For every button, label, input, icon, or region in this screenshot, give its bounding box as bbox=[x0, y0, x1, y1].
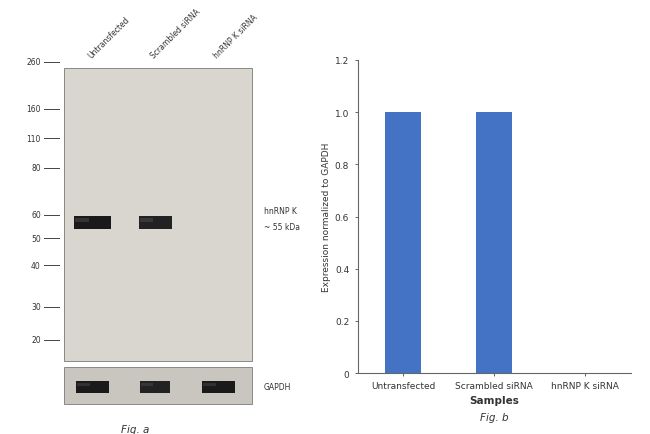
Text: 110: 110 bbox=[27, 135, 41, 143]
Text: 40: 40 bbox=[31, 261, 41, 270]
Bar bbox=[139, 217, 172, 229]
Bar bbox=[77, 383, 90, 386]
Text: GAPDH: GAPDH bbox=[264, 382, 291, 391]
X-axis label: Samples: Samples bbox=[469, 395, 519, 405]
Bar bbox=[141, 383, 153, 386]
Text: Untransfected: Untransfected bbox=[86, 16, 131, 61]
Bar bbox=[64, 69, 252, 362]
Bar bbox=[75, 218, 90, 222]
Text: 160: 160 bbox=[26, 105, 41, 114]
Bar bbox=[203, 383, 216, 386]
Text: Fig. b: Fig. b bbox=[480, 412, 508, 422]
Text: hnRNP K siRNA: hnRNP K siRNA bbox=[212, 13, 259, 61]
Bar bbox=[476, 113, 512, 373]
Bar bbox=[140, 218, 153, 222]
Text: 60: 60 bbox=[31, 210, 41, 220]
Text: 30: 30 bbox=[31, 302, 41, 311]
Y-axis label: Expression normalized to GAPDH: Expression normalized to GAPDH bbox=[322, 142, 331, 292]
Bar bbox=[64, 367, 252, 404]
Text: 80: 80 bbox=[31, 164, 41, 173]
Text: Fig. a: Fig. a bbox=[121, 424, 150, 434]
Bar bbox=[76, 381, 109, 393]
Text: hnRNP K: hnRNP K bbox=[264, 207, 297, 216]
Bar bbox=[385, 113, 421, 373]
Text: 50: 50 bbox=[31, 234, 41, 243]
Text: Scrambled siRNA: Scrambled siRNA bbox=[149, 8, 202, 61]
Text: 20: 20 bbox=[31, 335, 41, 345]
Text: ~ 55 kDa: ~ 55 kDa bbox=[264, 222, 300, 231]
Bar bbox=[202, 381, 235, 393]
Text: 260: 260 bbox=[26, 58, 41, 67]
Bar bbox=[73, 217, 111, 229]
Bar bbox=[140, 381, 170, 393]
